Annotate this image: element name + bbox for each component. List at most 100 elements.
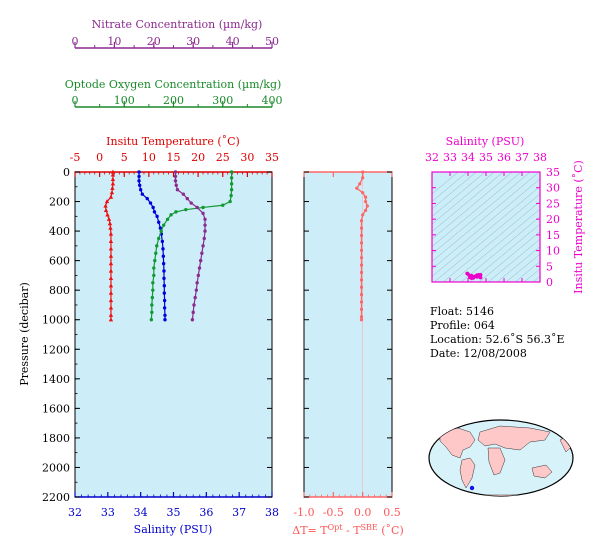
temperature-point [108, 246, 114, 251]
temperature-tick-label: 30 [240, 151, 254, 164]
oxygen-point [151, 281, 155, 285]
nitrate-point [185, 196, 189, 201]
pressure-tick-label: 400 [49, 225, 70, 238]
nitrate-point [194, 288, 199, 292]
oxygen-point [159, 229, 163, 233]
oxygen-point [157, 236, 161, 241]
ts-temperature-tick-label: 30 [546, 182, 560, 195]
float-info: Float: 5146 Profile: 064 Location: 52.6˚… [430, 305, 565, 361]
salinity-tick-label: 38 [265, 506, 279, 519]
temperature-tick-label: 25 [216, 151, 230, 164]
temperature-point [106, 216, 112, 221]
delta-t-series [355, 170, 369, 322]
temperature-tick-label: 35 [265, 151, 279, 164]
pressure-tick-label: 2000 [42, 461, 70, 474]
oxygen-point [229, 176, 234, 180]
oxygen-point [154, 251, 158, 255]
continents [439, 425, 573, 496]
nitrate-point [173, 174, 178, 179]
temperature-point [108, 298, 114, 303]
ts-salinity-tick-label: 33 [443, 151, 457, 164]
salinity-point [138, 188, 143, 192]
temperature-point [110, 172, 116, 177]
salinity-point [162, 306, 167, 310]
oxygen-tick-label: 100 [114, 94, 135, 107]
nitrate-tick-label: 50 [265, 35, 279, 48]
temperature-point [108, 231, 114, 236]
ts-salinity-tick-label: 36 [497, 151, 511, 164]
oxygen-tick-label: 400 [262, 94, 283, 107]
temperature-point [109, 190, 115, 195]
delta-t-point [359, 300, 364, 304]
delta-t-point [359, 226, 364, 230]
salinity-point [161, 261, 166, 266]
salinity-point [162, 284, 167, 288]
nitrate-axis-title: Nitrate Concentration (µm/kg) [92, 18, 263, 31]
temperature-tick-label: -5 [70, 151, 81, 164]
temperature-point [108, 312, 114, 317]
profile-number: Profile: 064 [430, 319, 495, 332]
delta-t-plot-area [303, 171, 393, 498]
ts-point [469, 273, 474, 278]
nitrate-tick-label: 30 [186, 35, 200, 48]
salinity-point [162, 276, 166, 281]
nitrate-tick-label: 40 [226, 35, 240, 48]
salinity-tick-label: 37 [232, 506, 246, 519]
salinity-point [163, 318, 167, 322]
nitrate-point [175, 188, 180, 192]
pressure-tick-label: 0 [63, 166, 70, 179]
nitrate-tick-label: 0 [72, 35, 79, 48]
delta-t-point [364, 208, 368, 213]
delta-t-point [359, 315, 364, 319]
salinity-tick-label: 36 [199, 506, 213, 519]
salinity-point [137, 179, 141, 183]
delta-t-point [361, 213, 365, 217]
main-plot-area [74, 171, 273, 498]
salinity-point [163, 313, 167, 317]
salinity-tick-label: 34 [134, 506, 148, 519]
ts-plot-area [431, 171, 541, 283]
delta-t-point [359, 285, 364, 289]
ts-temperature-tick-label: 5 [546, 260, 553, 273]
temperature-point [107, 221, 113, 226]
salinity-point [137, 170, 141, 174]
nitrate-point [181, 192, 186, 196]
oxygen-point [201, 205, 205, 210]
delta-t-point [359, 307, 364, 311]
oxygen-point [150, 295, 155, 300]
oxygen-point [229, 182, 234, 186]
oxygen-point [152, 266, 156, 270]
oxygen-point [229, 188, 234, 192]
delta-t-point [359, 270, 364, 275]
salinity-point [137, 174, 141, 179]
pressure-tick-label: 600 [49, 255, 70, 268]
ts-salinity-tick-label: 37 [515, 151, 529, 164]
ts-point [475, 275, 479, 279]
ts-temperature-tick-label: 15 [546, 229, 560, 242]
delta-t-point [359, 263, 364, 267]
temperature-point [110, 176, 116, 181]
salinity-point [162, 291, 167, 295]
pressure-tick-label: 1000 [42, 314, 70, 327]
temperature-point [108, 225, 113, 230]
delta-t-point [364, 199, 368, 204]
temperature-point [108, 253, 114, 258]
ts-salinity-tick-label: 35 [479, 151, 493, 164]
temperature-point [108, 275, 114, 280]
delta-t-point [358, 182, 362, 186]
nitrate-point [193, 295, 197, 300]
ts-salinity-tick-label: 32 [425, 151, 439, 164]
delta-t-point [359, 278, 364, 282]
pressure-tick-label: 200 [49, 196, 70, 209]
pressure-tick-label: 1200 [42, 343, 70, 356]
pressure-axis-label: Pressure (decibar) [18, 282, 31, 385]
oxygen-point [174, 210, 178, 214]
delta-t-point [361, 176, 365, 180]
delta-t-point [359, 219, 364, 223]
delta-t-tick-label: 0.5 [383, 506, 401, 519]
delta-t-point [355, 186, 359, 190]
nitrate-point [192, 303, 196, 307]
salinity-axis-title: Salinity (PSU) [134, 523, 213, 536]
nitrate-point [198, 258, 203, 263]
